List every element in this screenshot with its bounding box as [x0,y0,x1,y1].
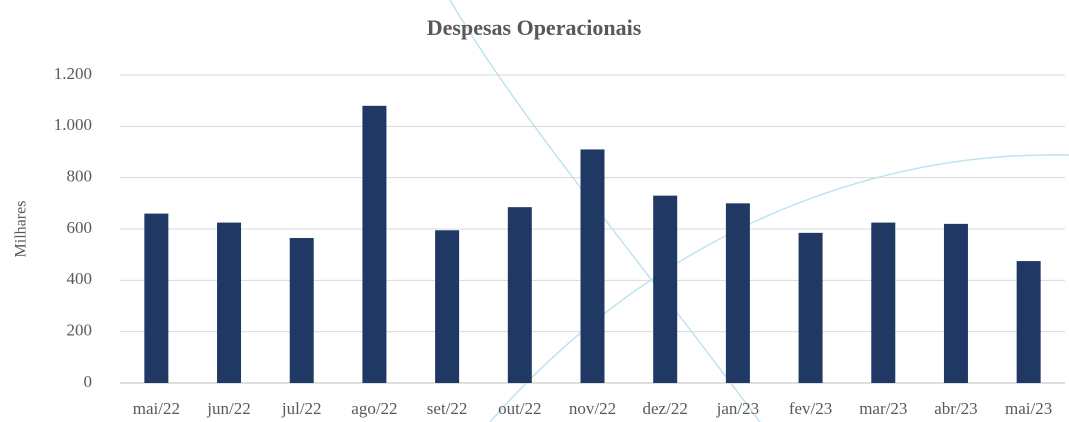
bar [943,223,968,383]
y-tick-label: 400 [67,269,93,288]
x-tick-label: abr/23 [934,399,977,418]
x-tick-label: dez/22 [643,399,688,418]
bar [871,222,896,383]
bar [653,195,678,383]
x-tick-label: jan/23 [716,399,760,418]
x-tick-label: jun/22 [206,399,250,418]
y-tick-label: 1.200 [54,64,92,83]
bar [580,149,605,383]
bar [144,213,169,383]
y-tick-label: 800 [67,167,93,186]
x-tick-label: mai/22 [133,399,180,418]
bar [362,105,387,384]
x-tick-label: set/22 [427,399,468,418]
y-tick-label: 600 [67,218,93,237]
bar [1016,261,1041,383]
x-tick-label: ago/22 [351,399,397,418]
chart-title: Despesas Operacionais [427,15,642,40]
decoration [489,154,1069,422]
y-tick-label: 0 [84,372,93,391]
y-axis-label: Milhares [13,201,30,258]
decoration [449,0,761,422]
x-tick-label: jul/22 [281,399,322,418]
x-tick-label: nov/22 [569,399,616,418]
x-tick-label: out/22 [498,399,541,418]
bar [507,207,532,383]
y-tick-label: 200 [67,321,93,340]
x-tick-label: mar/23 [859,399,907,418]
bar [725,203,750,383]
bar [435,230,460,383]
bar [217,222,242,383]
y-tick-label: 1.000 [54,115,92,134]
x-tick-label: mai/23 [1005,399,1052,418]
x-tick-label: fev/23 [789,399,832,418]
bar [289,237,314,383]
bar [798,232,823,383]
